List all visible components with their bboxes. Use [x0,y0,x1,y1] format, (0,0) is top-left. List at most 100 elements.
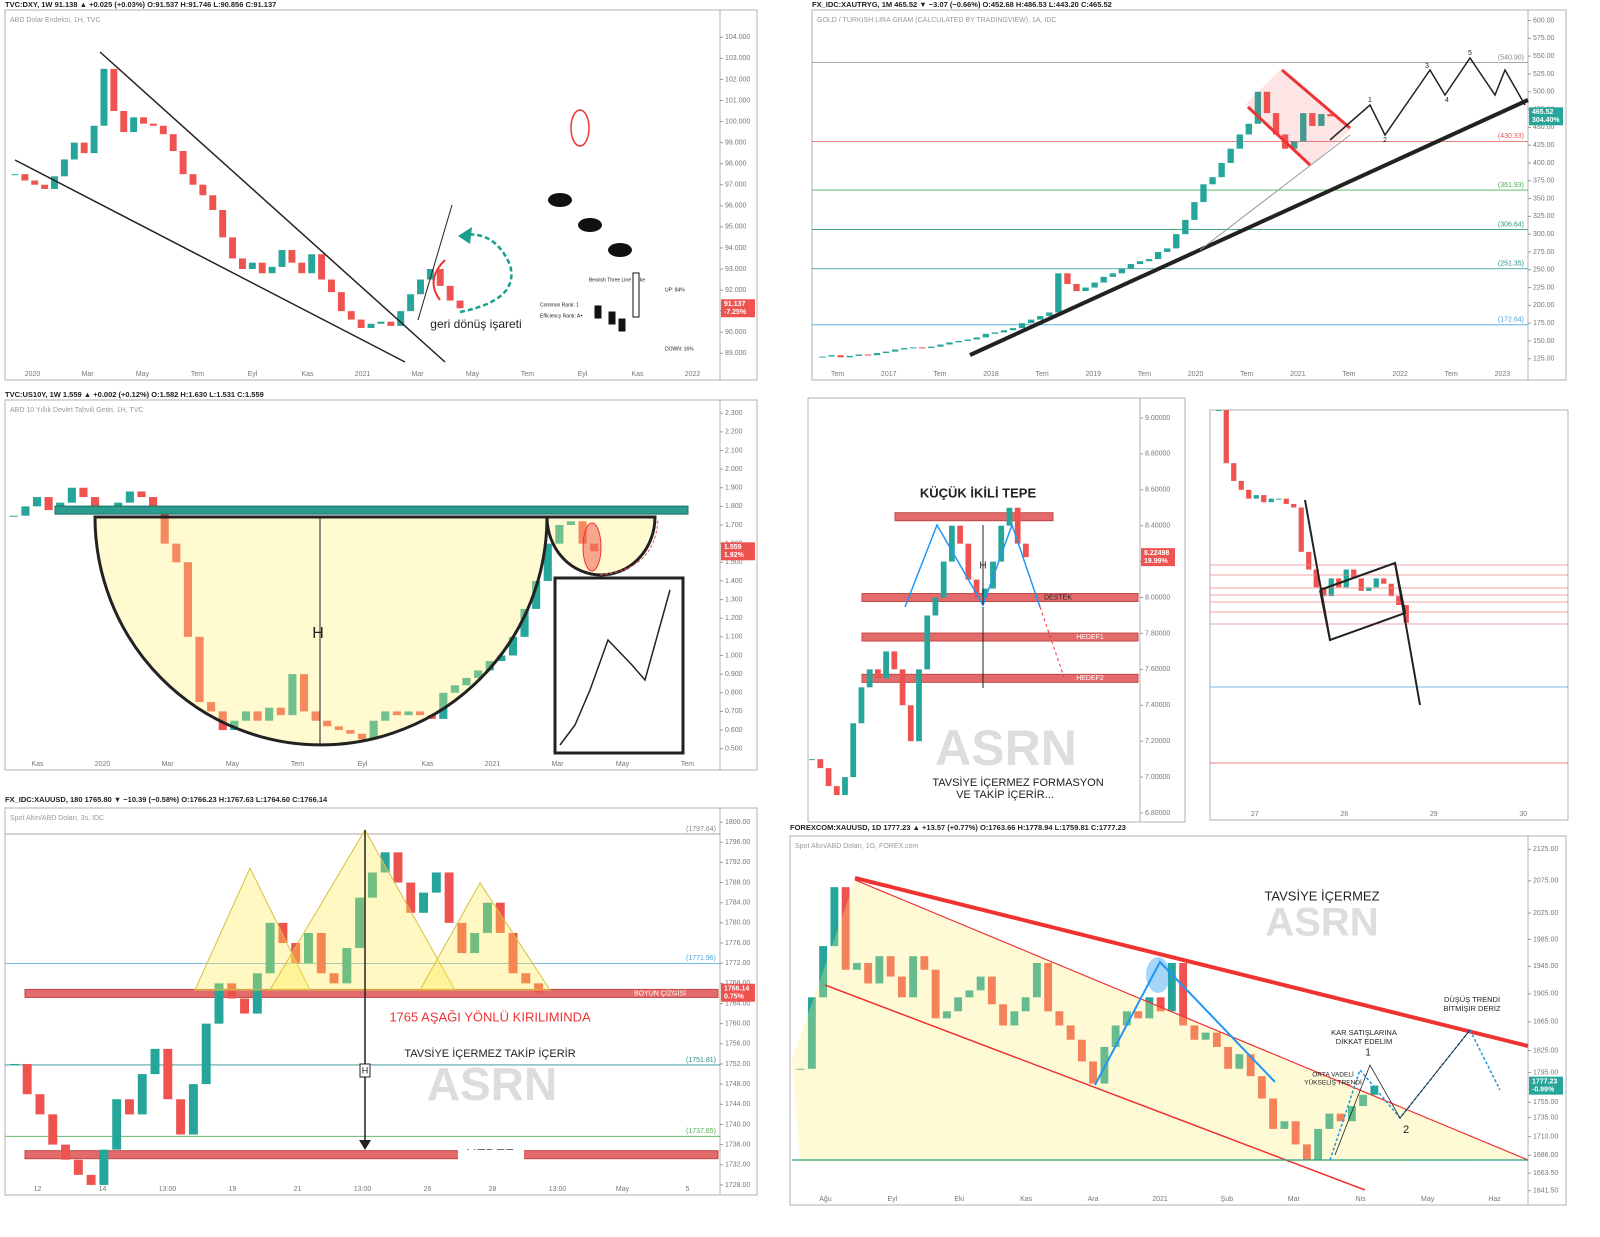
candle [337,292,345,312]
x-tick-label: Kas [31,761,44,768]
chart-frame [807,397,1186,823]
y-tick-label: 0.600 [725,727,743,734]
candle [842,777,848,796]
candle [357,733,367,740]
y-tick-label: 0.900 [725,671,743,678]
candle [21,506,30,516]
candle [278,250,286,267]
candle [964,339,971,341]
candle [329,973,339,984]
candle [316,932,326,974]
candle [1276,498,1282,500]
candle [241,711,251,721]
candle [149,497,158,511]
y-tick-label: 325.00 [1533,213,1555,220]
x-tick-label: May [466,371,480,378]
candle [497,655,506,662]
candle [828,355,835,357]
h-marker [359,1063,371,1078]
x-tick-label: 26 [424,1186,432,1193]
x-tick-label: 2019 [1085,371,1101,378]
candle [9,515,18,517]
crow [548,193,572,207]
x-tick-label: Mar [411,371,424,378]
candle [199,184,207,196]
y-tick-label: 1795.00 [1533,1069,1558,1076]
candle [377,321,385,324]
candle [80,142,88,154]
level-label: (306.64) [1498,221,1524,228]
y-tick-label: 575.00 [1533,35,1555,42]
x-tick-label: Eki [954,1196,964,1203]
candle [393,852,403,883]
candle [866,669,873,688]
y-tick-label: 8.40000 [1145,523,1170,530]
shoulder-triangle [269,829,456,991]
x-tick-label: Tem [1342,371,1355,378]
candle [1358,578,1364,591]
candle [189,174,197,185]
level-label: (1737.65) [686,1128,716,1135]
candle [1298,507,1304,552]
candle [417,279,424,295]
x-tick-label: Tem [291,761,304,768]
x-tick-label: Tem [1036,371,1049,378]
candle [367,323,375,328]
y-tick-label: 7.00000 [1145,774,1170,781]
y-tick-label: 150.00 [1533,338,1555,345]
candle [957,525,963,544]
candle [347,311,355,320]
candle [35,1094,45,1115]
level-label: (1797.64) [686,826,716,833]
x-tick-label: Mar [81,371,94,378]
candle [253,711,262,721]
chart-subtitle: Spot Altın/ABD Doları, 1G, FOREX.com [795,843,918,850]
x-tick-label: 2020 [25,371,41,378]
x-tick-label: May [226,761,240,768]
annotation: geri dönüş işareti [430,317,521,331]
candle [909,956,918,998]
candle [1044,962,1053,1012]
candle [1343,569,1349,588]
candle [1359,1094,1368,1107]
x-tick-label: 29 [1430,811,1438,818]
x-tick-label: Tem [191,371,204,378]
candle [318,254,326,280]
y-tick-label: 1735.00 [1533,1114,1558,1121]
candle [1109,273,1116,277]
candle [387,321,395,326]
drawing [824,984,1366,1191]
y-tick-label: 95.000 [725,224,747,231]
candle [240,998,250,1014]
candle [852,962,861,970]
drawing [1281,68,1351,130]
candle [137,1074,147,1115]
candle [1027,319,1035,324]
annotation: KAR SATIŞLARINA [1331,1028,1397,1037]
annotation: YÜKSELİŞ TRENDİ [1304,1078,1362,1087]
candle [125,491,134,503]
candle [1246,489,1252,499]
annotation: Efficiency Rank: A+ [540,313,583,319]
candle [1328,578,1334,597]
y-tick-label: 250.00 [1533,267,1555,274]
candle [380,852,390,873]
y-tick-label: 1800.00 [725,819,750,826]
candle [1046,312,1053,317]
candle [1111,1025,1120,1047]
y-tick-label: 1686.00 [1533,1152,1558,1159]
x-tick-label: 2020 [1188,371,1204,378]
y-tick-label: 1.000 [725,652,743,659]
candle [439,692,448,719]
y-tick-label: 2.300 [725,410,743,417]
candle [137,491,146,498]
candle [532,580,541,609]
y-tick-label: 1945.00 [1533,963,1558,970]
x-tick-label: 2020 [95,761,111,768]
arrow-head [458,227,472,244]
x-tick-label: 2021 [1290,371,1306,378]
y-tick-label: 350.00 [1533,195,1555,202]
candle [474,670,483,678]
